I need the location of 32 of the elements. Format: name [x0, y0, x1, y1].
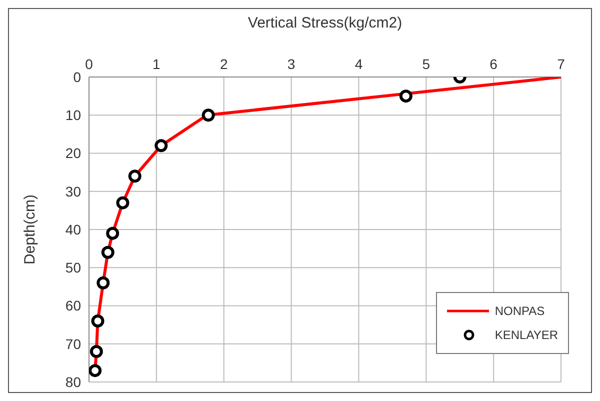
- point: [101, 246, 114, 259]
- point: [399, 90, 412, 103]
- point: [106, 226, 120, 240]
- x-tick-label: 4: [354, 56, 363, 72]
- x-tick-label: 0: [85, 56, 94, 72]
- y-tick-label: 10: [65, 107, 82, 124]
- point: [96, 276, 110, 290]
- y-tick-label: 30: [65, 183, 82, 200]
- x-tick-label: 7: [557, 56, 566, 72]
- point: [116, 196, 130, 210]
- point: [90, 345, 103, 358]
- x-tick-label: 3: [287, 56, 296, 72]
- y-tick-label: 0: [73, 68, 82, 85]
- y-axis-title: Depth(cm): [21, 194, 38, 265]
- point: [154, 139, 168, 152]
- x-tick-label: 1: [152, 56, 161, 72]
- point: [89, 364, 102, 378]
- point: [202, 108, 215, 122]
- y-tick-label: 80: [65, 374, 82, 390]
- x-tick-label: 5: [422, 56, 430, 72]
- y-tick-label: 70: [65, 336, 82, 352]
- legend-label: KENLAYER: [494, 328, 558, 342]
- y-tick-label: 20: [65, 145, 82, 162]
- point: [91, 314, 104, 328]
- y-tick-label: 60: [65, 298, 82, 314]
- point: [128, 170, 142, 183]
- x-axis-title: Vertical Stress(kg/cm2): [248, 14, 402, 32]
- legend-label: NONPAS: [494, 304, 545, 318]
- y-tick-label: 40: [65, 221, 82, 238]
- x-tick-label: 6: [490, 56, 498, 72]
- x-tick-label: 2: [220, 56, 228, 72]
- y-tick-label: 50: [65, 260, 82, 276]
